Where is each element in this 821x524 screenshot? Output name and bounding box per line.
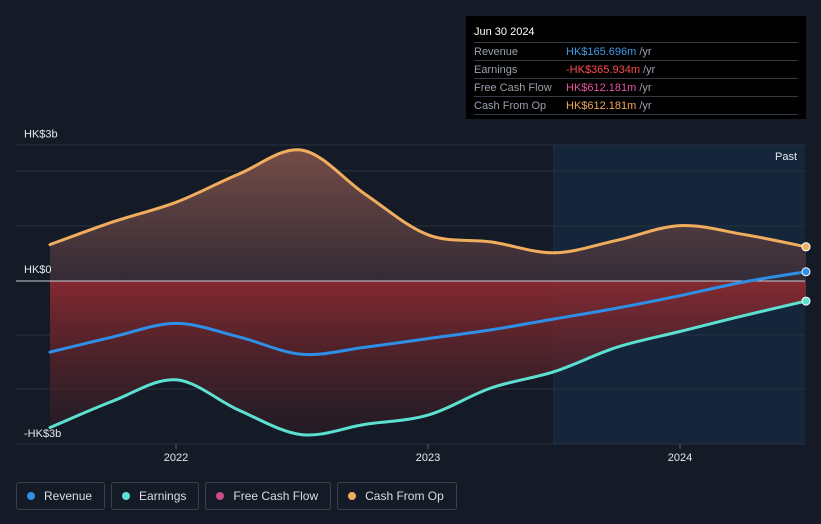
legend-label: Revenue <box>44 489 93 503</box>
chart-legend: Revenue Earnings Free Cash Flow Cash Fro… <box>16 482 457 510</box>
cash-from-op-end-marker <box>801 242 811 252</box>
earnings-line <box>48 299 808 437</box>
tooltip-value: -HK$365.934m <box>566 64 640 76</box>
tooltip-unit: /yr <box>639 46 652 58</box>
legend-item-cash-from-op[interactable]: Cash From Op <box>337 482 457 510</box>
tooltip-label: Cash From Op <box>474 100 547 112</box>
earnings-area <box>50 281 806 436</box>
x-tick-label: 2023 <box>416 452 440 464</box>
tooltip-value: HK$612.181m <box>566 82 637 94</box>
y-tick-label: HK$3b <box>24 128 58 140</box>
series-lines <box>48 148 808 437</box>
tooltip-row-cash-from-op: Cash From Op HK$612.181m /yr <box>474 98 798 115</box>
y-tick-label: -HK$3b <box>24 428 61 440</box>
legend-label: Free Cash Flow <box>233 489 319 503</box>
cash-from-op-area <box>50 149 806 281</box>
tooltip-value: HK$612.181m <box>566 100 637 112</box>
tooltip-unit: /yr <box>639 100 652 112</box>
earnings-dot-icon <box>122 492 131 500</box>
earnings-end-marker <box>801 296 811 306</box>
legend-item-revenue[interactable]: Revenue <box>16 482 106 510</box>
x-tick-label: 2024 <box>668 452 692 464</box>
x-tick-label: 2022 <box>164 452 188 464</box>
legend-label: Earnings <box>139 489 187 503</box>
cash-from-op-line <box>48 148 808 255</box>
tooltip-row-earnings: Earnings -HK$365.934m /yr <box>474 62 798 79</box>
cash-from-op-dot-icon <box>348 492 357 500</box>
revenue-dot-icon <box>27 492 35 500</box>
tooltip-row-revenue: Revenue HK$165.696m /yr <box>474 44 798 61</box>
tooltip-label: Earnings <box>474 64 518 76</box>
legend-item-earnings[interactable]: Earnings <box>111 482 200 510</box>
y-axis-labels: HK$3b HK$0 -HK$3b <box>24 128 61 440</box>
tooltip-row-free-cash-flow: Free Cash Flow HK$612.181m /yr <box>474 80 798 97</box>
x-axis-labels: 2022 2023 2024 <box>164 444 692 464</box>
free-cash-flow-dot-icon <box>216 492 225 500</box>
revenue-end-marker <box>801 267 811 277</box>
legend-label: Cash From Op <box>365 489 444 503</box>
legend-item-free-cash-flow[interactable]: Free Cash Flow <box>205 482 332 510</box>
hover-tooltip: Jun 30 2024 Revenue HK$165.696m /yr Earn… <box>466 16 806 119</box>
tooltip-label: Free Cash Flow <box>474 82 552 94</box>
tooltip-label: Revenue <box>474 46 519 58</box>
series-end-markers <box>801 242 811 306</box>
tooltip-unit: /yr <box>639 82 652 94</box>
revenue-line <box>48 270 808 357</box>
past-region-label: Past <box>775 151 797 163</box>
tooltip-date: Jun 30 2024 <box>474 24 798 43</box>
y-tick-label: HK$0 <box>24 264 52 276</box>
series-areas <box>50 149 806 436</box>
tooltip-value: HK$165.696m <box>566 46 637 58</box>
tooltip-unit: /yr <box>643 64 656 76</box>
